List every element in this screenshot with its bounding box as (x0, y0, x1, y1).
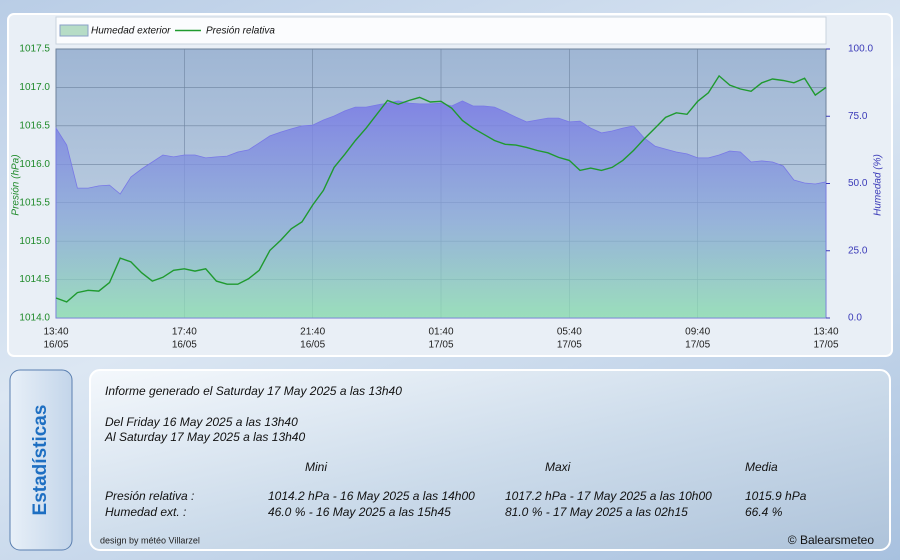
y-tick-label: 1017.0 (19, 82, 50, 93)
stats-cell: 81.0 % - 17 May 2025 a las 02h15 (505, 505, 688, 519)
x-tick-label: 13:40 (43, 327, 68, 338)
x-tick-label: 01:40 (428, 327, 453, 338)
stats-cell: 46.0 % - 16 May 2025 a las 15h45 (268, 505, 451, 519)
stats-cell: 1015.9 hPa (745, 489, 807, 503)
plot (55, 48, 827, 319)
stats-header: Mini (305, 460, 327, 474)
x-tick-label: 13:40 (813, 327, 838, 338)
legend-swatch (59, 24, 89, 37)
x-tick-date: 16/05 (172, 340, 197, 351)
stats-cell: 1014.2 hPa - 16 May 2025 a las 14h00 (268, 489, 475, 503)
pressure-line (55, 74, 827, 303)
stats-cell: 66.4 % (745, 505, 783, 519)
stats-report: Informe generado el Saturday 17 May 2025… (105, 384, 402, 398)
humidity-area (55, 100, 827, 319)
stats-header: Media (745, 460, 778, 474)
y-tick-label: 1015.0 (19, 236, 50, 247)
legend-box (55, 16, 827, 45)
design-credit: design by météo Villarzel (100, 535, 200, 545)
y2-axis-title: Humedad (%) (873, 154, 884, 216)
y-axis-title: Presión (hPa) (11, 154, 22, 215)
stats-cell: 1017.2 hPa - 17 May 2025 a las 10h00 (505, 489, 712, 503)
y-tick-label: 1016.5 (19, 120, 50, 131)
y2-tick-label: 50.0 (848, 178, 868, 189)
y-tick-label: 1015.5 (19, 197, 50, 208)
legend-label: Humedad exterior (91, 26, 171, 37)
y2-tick-label: 25.0 (848, 245, 868, 256)
copyright: © Balearsmeteo (788, 533, 875, 547)
x-tick-label: 05:40 (557, 327, 582, 338)
x-tick-date: 17/05 (557, 340, 582, 351)
x-tick-date: 17/05 (813, 340, 838, 351)
stats-tab (9, 369, 73, 551)
x-tick-date: 16/05 (300, 340, 325, 351)
stats-to: Al Saturday 17 May 2025 a las 13h40 (104, 430, 305, 444)
y2-tick-label: 100.0 (848, 44, 873, 55)
stats-panel (89, 369, 891, 551)
legend-label: Presión relativa (206, 26, 275, 37)
y-tick-label: 1014.0 (19, 313, 50, 324)
y-tick-label: 1017.5 (19, 44, 50, 55)
y-tick-label: 1016.0 (19, 159, 50, 170)
x-tick-date: 16/05 (43, 340, 68, 351)
stats-header: Maxi (545, 460, 571, 474)
y2-tick-label: 75.0 (848, 111, 868, 122)
x-tick-date: 17/05 (428, 340, 453, 351)
x-tick-label: 09:40 (685, 327, 710, 338)
y-tick-label: 1014.5 (19, 274, 50, 285)
x-tick-label: 21:40 (300, 327, 325, 338)
x-tick-date: 17/05 (685, 340, 710, 351)
x-tick-label: 17:40 (172, 327, 197, 338)
stats-tab-title: Estadísticas (30, 405, 51, 516)
y2-tick-label: 0.0 (848, 313, 862, 324)
stats-cell: Humedad ext. : (105, 505, 186, 519)
stats-cell: Presión relativa : (105, 489, 194, 503)
stats-from: Del Friday 16 May 2025 a las 13h40 (105, 415, 298, 429)
